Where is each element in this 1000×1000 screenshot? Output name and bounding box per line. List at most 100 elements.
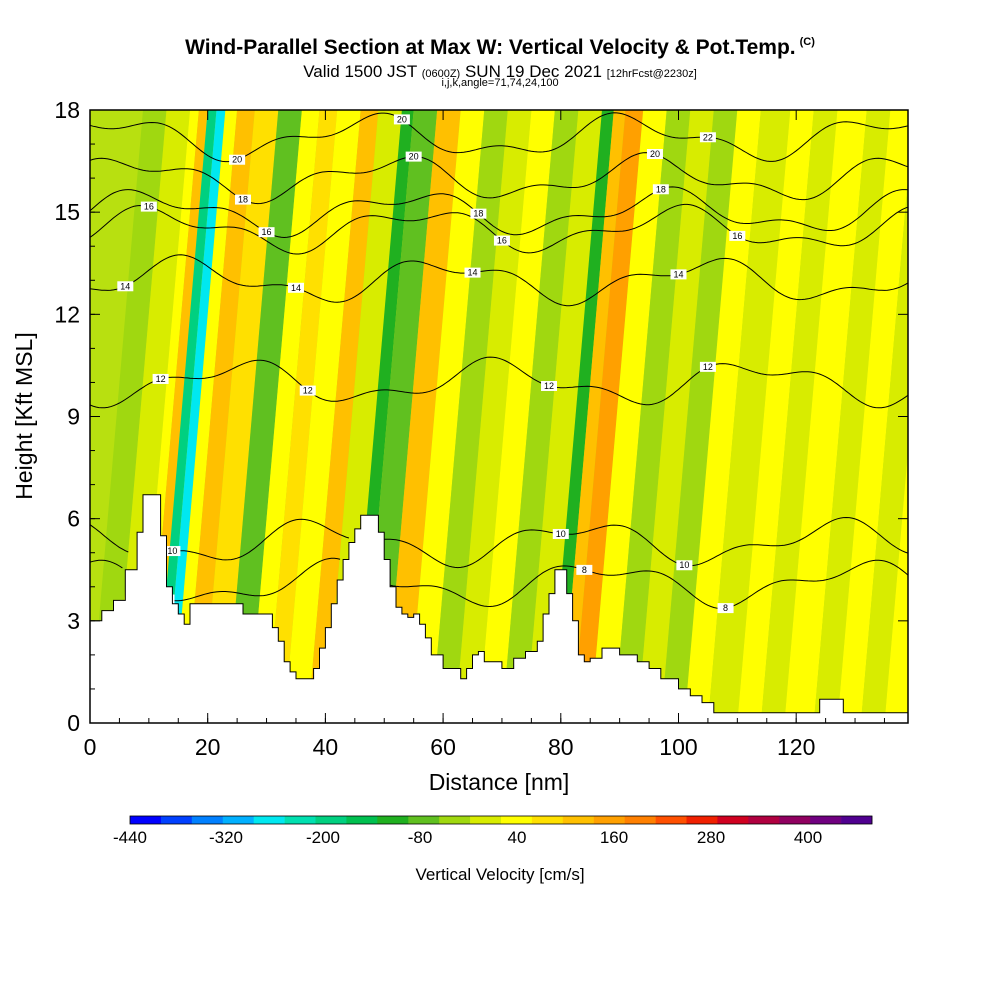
terrain-mask <box>89 494 909 724</box>
colorbar: -440 -320 -200 -80 40 160 280 400 <box>113 815 873 847</box>
chart-title-text: Wind-Parallel Section at Max W: Vertical… <box>185 36 796 59</box>
contour-label: 20 <box>397 114 407 124</box>
velocity-band <box>172 110 238 723</box>
colorbar-swatch <box>222 816 254 824</box>
contour-label-bg <box>152 373 169 384</box>
colorbar-swatch <box>470 816 502 824</box>
contour-label: 20 <box>232 155 242 165</box>
contour-label-bg <box>405 151 422 162</box>
velocity-band <box>525 110 602 723</box>
velocity-band <box>860 178 908 723</box>
valid-utc: (0600Z) <box>421 68 461 80</box>
theta-contour-line <box>90 356 908 409</box>
chart-title: Wind-Parallel Section at Max W: Vertical… <box>0 36 1000 60</box>
contour-label: 20 <box>409 152 419 162</box>
x-tick-label: 100 <box>659 734 697 760</box>
contour-label-bg <box>470 208 487 219</box>
colorbar-swatch <box>191 816 223 824</box>
velocity-band <box>248 110 320 723</box>
colorbar-tick-label: -200 <box>306 828 340 847</box>
contour-label: 16 <box>732 231 742 241</box>
velocity-band <box>225 110 302 723</box>
contour-label-bg <box>699 132 716 143</box>
contour-label-bg <box>229 154 246 165</box>
contour-label: 16 <box>497 236 507 246</box>
contour-label-bg <box>164 546 181 557</box>
colorbar-swatch <box>284 816 316 824</box>
x-axis-label: Distance [nm] <box>429 769 570 795</box>
contour-label: 16 <box>144 202 154 212</box>
colorbar-tick-label: 40 <box>508 828 527 847</box>
contour-label: 12 <box>156 374 166 384</box>
contour-label-bg <box>464 267 481 278</box>
x-tick-label: 60 <box>430 734 456 760</box>
contour-label-bg <box>140 201 157 212</box>
velocity-band <box>884 450 908 723</box>
theta-contours: 8881010101012121212141414141616161618181… <box>90 112 908 614</box>
y-tick-label: 18 <box>54 97 80 123</box>
colorbar-tick-label: -440 <box>113 828 147 847</box>
colorbar-swatch <box>810 816 842 824</box>
theta-contour-line <box>90 557 908 609</box>
valid-date: SUN 19 Dec 2021 <box>464 62 602 81</box>
section-params: i,j,k,angle=71,74,24,100 <box>441 77 559 89</box>
velocity-band <box>637 110 714 723</box>
velocity-band <box>813 110 891 723</box>
contour-label: 14 <box>673 269 683 279</box>
contour-label: 18 <box>656 184 666 194</box>
colorbar-swatch <box>624 816 656 824</box>
velocity-band <box>284 110 361 723</box>
velocity-band <box>184 110 255 723</box>
forecast-tag: [12hrFcst@2230z] <box>606 68 697 80</box>
y-tick-label: 6 <box>67 506 80 532</box>
contour-label: 14 <box>291 283 301 293</box>
contour-label-bg <box>670 269 687 280</box>
theta-contour-line <box>90 186 908 239</box>
velocity-band <box>737 110 814 723</box>
colorbar-swatch <box>686 816 718 824</box>
colorbar-swatch <box>408 816 440 824</box>
velocity-band <box>201 110 279 723</box>
velocity-band <box>454 110 532 723</box>
contour-label-bg <box>393 114 410 125</box>
colorbar-tick-label: -320 <box>209 828 243 847</box>
contour-label: 18 <box>473 209 483 219</box>
colorbar-swatch <box>315 816 347 824</box>
theta-contour-line <box>90 152 908 205</box>
colorbar-tick-label: 280 <box>697 828 725 847</box>
colorbar-swatch <box>779 816 811 824</box>
velocity-band <box>384 110 461 723</box>
velocity-band <box>837 110 908 723</box>
colorbar-swatch <box>655 816 687 824</box>
contour-label-bg <box>576 564 593 575</box>
x-tick-label: 80 <box>548 734 574 760</box>
y-tick-label: 0 <box>67 710 80 736</box>
copyright-mark: (C) <box>799 36 815 48</box>
velocity-band <box>163 110 226 723</box>
colorbar-swatch <box>562 816 594 824</box>
colorbar-swatch <box>717 816 749 824</box>
contour-label: 18 <box>238 195 248 205</box>
velocity-band <box>478 110 555 723</box>
velocity-band <box>613 110 691 723</box>
contour-label-bg <box>299 385 316 396</box>
velocity-band <box>266 110 338 723</box>
colorbar-label: Vertical Velocity [cm/s] <box>415 865 584 884</box>
x-tick-label: 40 <box>313 734 339 760</box>
contour-label: 20 <box>650 149 660 159</box>
velocity-band <box>307 110 379 723</box>
contour-label-bg <box>541 380 558 391</box>
contour-label: 16 <box>262 227 272 237</box>
colorbar-tick-label: 160 <box>600 828 628 847</box>
contour-label-bg <box>117 281 134 292</box>
velocity-band <box>501 110 579 723</box>
contour-label: 10 <box>167 546 177 556</box>
colorbar-swatch <box>841 816 873 824</box>
contour-label: 22 <box>703 132 713 142</box>
colorbar-swatch <box>439 816 471 824</box>
colorbar-swatch <box>160 816 193 824</box>
velocity-band <box>90 110 167 723</box>
velocity-band <box>707 110 791 723</box>
velocity-band <box>760 110 838 723</box>
